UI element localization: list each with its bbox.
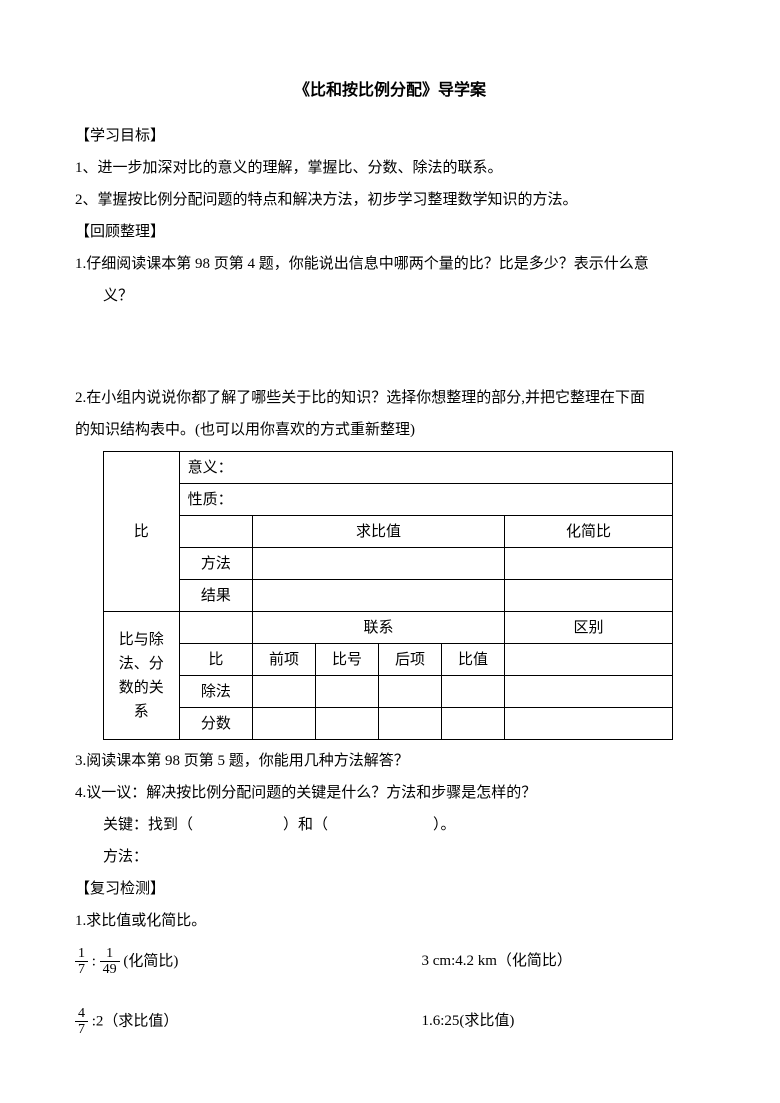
goal-header: 【学习目标】 [75, 121, 705, 151]
cell-houxiang: 后项 [379, 644, 442, 676]
cell-fenshu: 分数 [179, 708, 252, 740]
fraction-1-7: 1 7 [75, 946, 88, 978]
cell-fenshu-diff [505, 708, 673, 740]
problem-1-suffix: (化简比) [123, 953, 178, 969]
frac-num: 1 [75, 946, 88, 962]
check-header: 【复习检测】 [75, 874, 705, 904]
review-1-line-b: 义？ [75, 281, 705, 311]
cell-empty-1 [179, 516, 252, 548]
cell-meaning: 意义： [179, 452, 672, 484]
goal-item-2: 2、掌握按比例分配问题的特点和解决方法，初步学习整理数学知识的方法。 [75, 185, 705, 215]
cell-lianxi: 联系 [253, 612, 505, 644]
cell-empty-2 [179, 612, 252, 644]
problem-1: 1 7 : 1 49 (化简比) [75, 946, 422, 978]
problem-2: 3 cm:4.2 km（化简比） [422, 946, 706, 978]
cell-fenshu-4 [442, 708, 505, 740]
relation-label-d: 系 [134, 704, 149, 720]
review-2-line-b: 的知识结构表中。(也可以用你喜欢的方式重新整理) [75, 415, 705, 445]
relation-label-c: 数的关 [119, 680, 164, 696]
cell-method-label: 方法 [179, 548, 252, 580]
problem-4: 1.6:25(求比值) [422, 1006, 706, 1038]
goal-item-1: 1、进一步加深对比的意义的理解，掌握比、分数、除法的联系。 [75, 153, 705, 183]
cell-qianxiang: 前项 [253, 644, 316, 676]
cell-bi-label: 比 [104, 452, 180, 612]
cell-chufa-3 [379, 676, 442, 708]
relation-label-b: 法、分 [119, 656, 164, 672]
cell-qubie: 区别 [505, 612, 673, 644]
cell-property: 性质： [179, 484, 672, 516]
frac-den: 7 [75, 962, 88, 977]
cell-relation-label: 比与除 法、分 数的关 系 [104, 612, 180, 740]
cell-method-2 [505, 548, 673, 580]
frac-den-2: 49 [100, 962, 120, 977]
review-2-line-a: 2.在小组内说说你都了解了哪些关于比的知识？选择你想整理的部分,并把它整理在下面 [75, 383, 705, 413]
check-1: 1.求比值或化简比。 [75, 906, 705, 936]
cell-fenshu-3 [379, 708, 442, 740]
cell-qiubizhi: 求比值 [253, 516, 505, 548]
cell-bi-diff [505, 644, 673, 676]
relation-label-a: 比与除 [119, 632, 164, 648]
doc-title: 《比和按比例分配》导学案 [75, 75, 705, 107]
problem-3: 4 7 :2（求比值） [75, 1006, 422, 1038]
frac-num-3: 4 [75, 1006, 88, 1022]
problem-3-suffix: :2（求比值） [92, 1013, 179, 1029]
cell-result-label: 结果 [179, 580, 252, 612]
fraction-4-7: 4 7 [75, 1006, 88, 1038]
question-4a: 4.议一议：解决按比例分配问题的关键是什么？方法和步骤是怎样的？ [75, 778, 705, 808]
frac-den-3: 7 [75, 1022, 88, 1037]
cell-method-1 [253, 548, 505, 580]
cell-chufa: 除法 [179, 676, 252, 708]
cell-chufa-2 [316, 676, 379, 708]
cell-fenshu-2 [316, 708, 379, 740]
problem-row-1: 1 7 : 1 49 (化简比) 3 cm:4.2 km（化简比） [75, 946, 705, 978]
question-3: 3.阅读课本第 98 页第 5 题，你能用几种方法解答？ [75, 746, 705, 776]
knowledge-table: 比 意义： 性质： 求比值 化简比 方法 结果 比与除 法、分 数的关 系 联系… [103, 451, 673, 740]
cell-bi: 比 [179, 644, 252, 676]
frac-num-2: 1 [100, 946, 120, 962]
review-header: 【回顾整理】 [75, 217, 705, 247]
cell-chufa-1 [253, 676, 316, 708]
cell-bizhi: 比值 [442, 644, 505, 676]
cell-result-2 [505, 580, 673, 612]
cell-huajianbi: 化简比 [505, 516, 673, 548]
colon-1: : [92, 953, 96, 969]
knowledge-table-wrap: 比 意义： 性质： 求比值 化简比 方法 结果 比与除 法、分 数的关 系 联系… [75, 451, 705, 740]
cell-fenshu-1 [253, 708, 316, 740]
question-4b: 关键：找到（ ）和（ ）。 [75, 810, 705, 840]
cell-chufa-diff [505, 676, 673, 708]
cell-chufa-4 [442, 676, 505, 708]
question-4c: 方法： [75, 842, 705, 872]
problem-row-2: 4 7 :2（求比值） 1.6:25(求比值) [75, 1006, 705, 1038]
fraction-1-49: 1 49 [100, 946, 120, 978]
review-1-line-a: 1.仔细阅读课本第 98 页第 4 题，你能说出信息中哪两个量的比？比是多少？表… [75, 249, 705, 279]
cell-result-1 [253, 580, 505, 612]
cell-bihao: 比号 [316, 644, 379, 676]
